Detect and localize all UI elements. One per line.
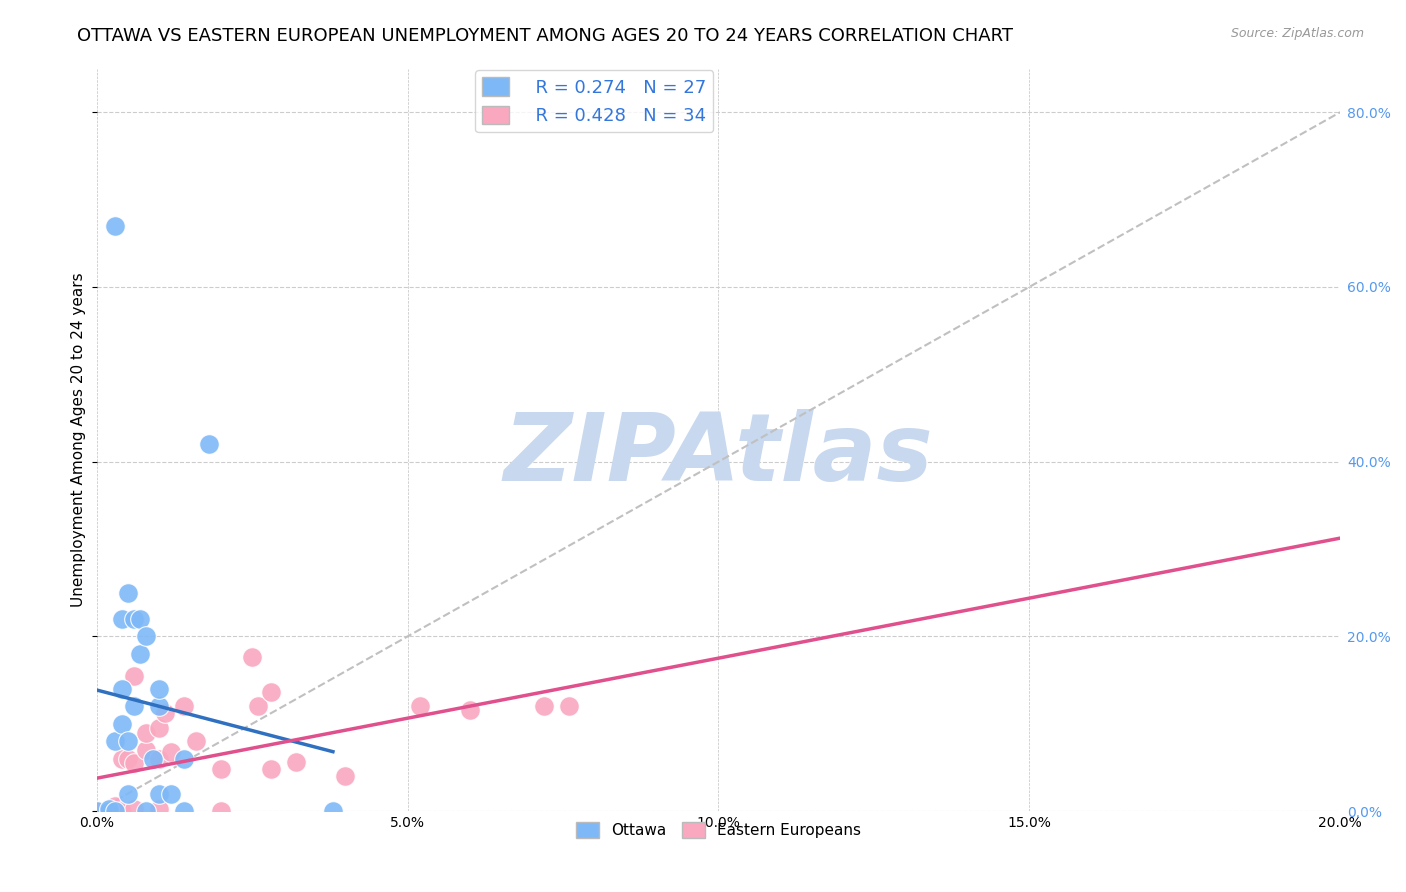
Point — [86, 804, 108, 818]
Point — [110, 804, 132, 818]
Point — [148, 699, 170, 714]
Point — [104, 804, 127, 818]
Point — [104, 799, 127, 814]
Point — [173, 804, 195, 818]
Point — [98, 804, 121, 818]
Legend: Ottawa, Eastern Europeans: Ottawa, Eastern Europeans — [569, 816, 868, 845]
Point — [160, 787, 183, 801]
Point — [98, 804, 121, 818]
Point — [135, 629, 157, 643]
Point — [86, 804, 108, 818]
Point — [260, 762, 283, 776]
Point — [86, 804, 108, 818]
Point — [173, 699, 195, 714]
Point — [458, 703, 481, 717]
Point — [110, 752, 132, 766]
Point — [98, 802, 121, 816]
Point — [117, 787, 139, 801]
Text: ZIPAtlas: ZIPAtlas — [503, 409, 934, 500]
Point — [129, 612, 152, 626]
Point — [122, 756, 145, 771]
Point — [148, 802, 170, 816]
Point — [117, 752, 139, 766]
Point — [284, 756, 307, 770]
Point — [110, 612, 132, 626]
Point — [409, 699, 432, 714]
Point — [104, 804, 127, 818]
Y-axis label: Unemployment Among Ages 20 to 24 years: Unemployment Among Ages 20 to 24 years — [72, 273, 86, 607]
Point — [260, 685, 283, 699]
Point — [186, 734, 208, 748]
Point — [104, 219, 127, 233]
Point — [129, 647, 152, 661]
Point — [153, 706, 176, 721]
Text: Source: ZipAtlas.com: Source: ZipAtlas.com — [1230, 27, 1364, 40]
Point — [173, 752, 195, 766]
Point — [104, 804, 127, 818]
Point — [122, 669, 145, 683]
Point — [148, 752, 170, 766]
Point — [135, 804, 157, 818]
Point — [122, 802, 145, 816]
Point — [240, 650, 263, 665]
Point — [122, 699, 145, 714]
Point — [135, 725, 157, 739]
Point — [209, 804, 232, 818]
Point — [209, 762, 232, 776]
Point — [142, 752, 165, 766]
Point — [98, 802, 121, 816]
Point — [197, 437, 219, 451]
Point — [322, 804, 344, 818]
Point — [558, 699, 581, 714]
Point — [110, 716, 132, 731]
Point — [104, 734, 127, 748]
Point — [110, 681, 132, 696]
Point — [117, 586, 139, 600]
Point — [335, 769, 357, 783]
Point — [148, 721, 170, 735]
Point — [117, 734, 139, 748]
Point — [247, 699, 270, 714]
Point — [148, 681, 170, 696]
Text: OTTAWA VS EASTERN EUROPEAN UNEMPLOYMENT AMONG AGES 20 TO 24 YEARS CORRELATION CH: OTTAWA VS EASTERN EUROPEAN UNEMPLOYMENT … — [77, 27, 1014, 45]
Point — [148, 787, 170, 801]
Point — [533, 699, 555, 714]
Point — [122, 612, 145, 626]
Point — [160, 745, 183, 759]
Point — [135, 743, 157, 757]
